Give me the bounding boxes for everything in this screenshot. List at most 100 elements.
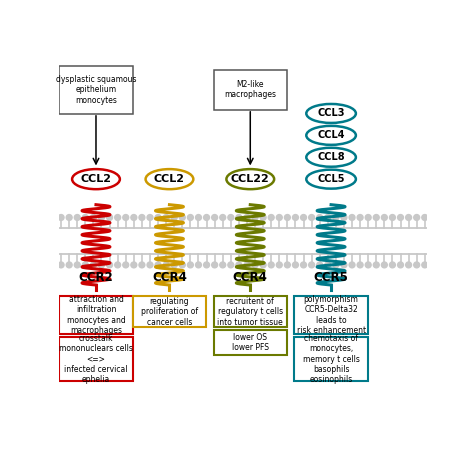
Circle shape [309,262,315,268]
Circle shape [123,215,128,220]
Circle shape [163,262,169,268]
Circle shape [107,215,112,220]
Ellipse shape [72,169,120,189]
Text: CCR2: CCR2 [79,271,113,284]
Circle shape [115,215,120,220]
Circle shape [382,262,387,268]
Circle shape [82,262,88,268]
Circle shape [325,262,331,268]
Circle shape [349,215,355,220]
Text: regulating
proliferation of
cancer cells: regulating proliferation of cancer cells [141,297,198,327]
Circle shape [91,262,96,268]
Circle shape [107,262,112,268]
Circle shape [220,215,226,220]
Circle shape [228,262,234,268]
Text: CCL22: CCL22 [231,174,270,184]
Circle shape [349,262,355,268]
Circle shape [58,215,64,220]
Ellipse shape [306,148,356,167]
Circle shape [147,262,153,268]
Circle shape [236,215,242,220]
FancyBboxPatch shape [59,66,133,114]
Circle shape [333,215,339,220]
Text: CCL5: CCL5 [317,174,345,184]
Circle shape [374,262,379,268]
Circle shape [382,215,387,220]
Circle shape [284,215,290,220]
Circle shape [422,215,428,220]
Text: CCR4: CCR4 [152,271,187,284]
Circle shape [292,215,299,220]
Text: lower OS
lower PFS: lower OS lower PFS [232,333,269,352]
Ellipse shape [306,170,356,189]
Circle shape [325,215,331,220]
Text: CCL4: CCL4 [317,130,345,140]
Circle shape [123,262,128,268]
Text: attraction and
infiltration
monocytes and
macrophages: attraction and infiltration monocytes an… [67,295,125,335]
Text: recruitent of
regulatory t cells
into tumor tissue: recruitent of regulatory t cells into tu… [218,297,283,327]
Circle shape [365,215,371,220]
Circle shape [276,262,282,268]
Circle shape [155,215,161,220]
Circle shape [74,215,80,220]
Circle shape [228,215,234,220]
Circle shape [357,262,363,268]
Circle shape [406,215,411,220]
Circle shape [365,262,371,268]
Circle shape [341,262,347,268]
Circle shape [163,215,169,220]
Circle shape [284,262,290,268]
Circle shape [220,262,226,268]
FancyBboxPatch shape [294,296,368,334]
Circle shape [82,215,88,220]
FancyBboxPatch shape [59,337,133,382]
Circle shape [171,262,177,268]
Circle shape [357,215,363,220]
Circle shape [414,215,419,220]
Text: polymorphism
CCR5-Delta32
leads to
risk enhancement: polymorphism CCR5-Delta32 leads to risk … [297,295,365,335]
Circle shape [91,215,96,220]
Text: CCL2: CCL2 [154,174,185,184]
Circle shape [317,215,323,220]
Circle shape [139,262,145,268]
Circle shape [341,215,347,220]
Circle shape [260,262,266,268]
Text: CCL3: CCL3 [317,109,345,118]
Circle shape [179,262,185,268]
Circle shape [155,262,161,268]
Circle shape [268,215,274,220]
Circle shape [301,262,307,268]
Circle shape [398,262,403,268]
Ellipse shape [306,126,356,145]
Circle shape [398,215,403,220]
Circle shape [268,262,274,268]
Ellipse shape [146,169,193,189]
FancyBboxPatch shape [59,296,133,334]
Circle shape [204,262,210,268]
Text: chemotaxis of
monocytes,
memory t cells
basophils
eosinophils: chemotaxis of monocytes, memory t cells … [303,334,359,384]
Text: crosstalk
mononuclears cells
<=>
infected cervical
ephelia: crosstalk mononuclears cells <=> infecte… [59,334,133,384]
Circle shape [58,262,64,268]
Circle shape [99,262,104,268]
Circle shape [196,262,201,268]
Circle shape [260,215,266,220]
FancyBboxPatch shape [213,70,287,109]
Circle shape [244,262,250,268]
Circle shape [414,262,419,268]
Circle shape [99,215,104,220]
Circle shape [252,215,258,220]
Circle shape [317,262,323,268]
Circle shape [252,262,258,268]
Text: CCR5: CCR5 [314,271,348,284]
Circle shape [406,262,411,268]
Circle shape [333,262,339,268]
Circle shape [212,215,218,220]
Circle shape [244,215,250,220]
Circle shape [187,262,193,268]
Circle shape [422,262,428,268]
Text: M2-like
macrophages: M2-like macrophages [224,80,276,100]
FancyBboxPatch shape [294,337,368,382]
Circle shape [147,215,153,220]
Circle shape [171,215,177,220]
Circle shape [236,262,242,268]
